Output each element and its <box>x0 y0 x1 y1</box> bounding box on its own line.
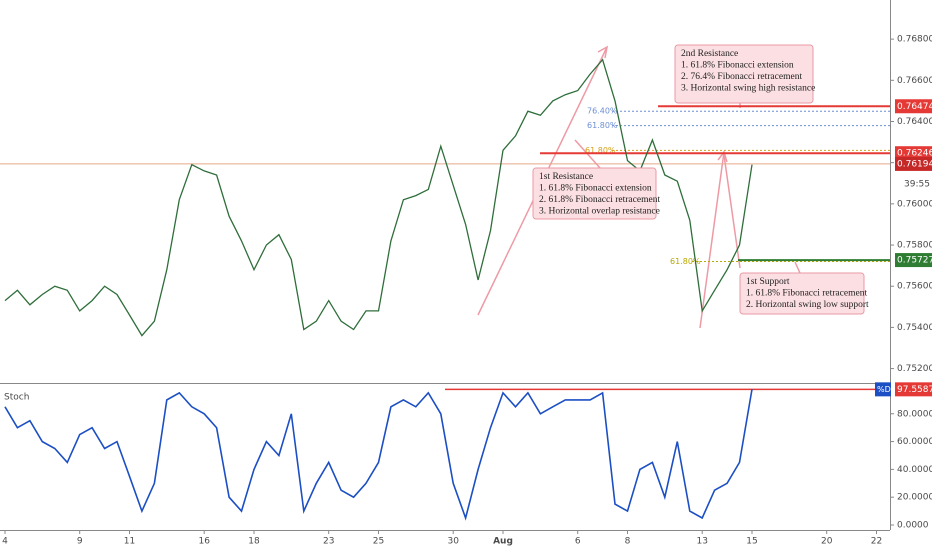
x-tick-label: 18 <box>248 537 260 547</box>
arrow-head <box>717 150 728 163</box>
x-tick-label: 25 <box>373 537 384 547</box>
fib-label: 76.40% <box>587 107 618 116</box>
stoch-value-tag <box>895 382 932 397</box>
y-tick-label: 0.75800 <box>897 241 932 251</box>
y-tick-label: 0.75400 <box>897 323 932 333</box>
annotation-line: 1. 61.8% Fibonacci extension <box>681 61 794 71</box>
annotation-line: 3. Horizontal swing high resistance <box>681 84 815 94</box>
fib-label: 61.80% <box>587 121 618 130</box>
level-tag-label: 0.76474 <box>897 102 932 112</box>
x-tick-label: 16 <box>198 537 210 547</box>
y-tick-label: 60.0000 <box>897 437 932 447</box>
annotation-line: 1st Support <box>746 277 790 287</box>
y-tick-label: 80.0000 <box>897 409 932 419</box>
y-tick-label: 0.0000 <box>897 520 929 530</box>
y-tick-label: 0.76600 <box>897 76 932 86</box>
x-tick-label: 13 <box>696 537 707 547</box>
annotation-line: 2. 61.8% Fibonacci retracement <box>539 195 660 205</box>
x-tick-label: 9 <box>77 537 83 547</box>
level-tag <box>895 146 932 161</box>
annotation-box <box>532 167 657 220</box>
annotation: 1st Support 1. 61.8% Fibonacci retracemen… <box>739 272 869 315</box>
y-tick-label: 0.76800 <box>897 35 932 45</box>
x-tick-label: 8 <box>625 537 631 547</box>
stoch-value-label: 97.5587 <box>897 385 932 395</box>
y-tick-label: 0.76400 <box>897 117 932 127</box>
level-tag <box>895 253 932 268</box>
annotation-line: 1. 61.8% Fibonacci retracement <box>746 289 867 299</box>
x-tick-label: 22 <box>871 537 882 547</box>
y-tick-label: 20.0000 <box>897 493 932 503</box>
annotation-line: 3. Horizontal overlap resistance <box>539 207 660 217</box>
annotation-line: 1. 61.8% Fibonacci extension <box>539 184 652 194</box>
x-tick-label: Aug <box>493 537 513 547</box>
annotation-box <box>674 44 814 104</box>
pointer <box>794 261 801 274</box>
x-tick-label: 23 <box>323 537 334 547</box>
level-tag-label: 0.76246 <box>897 149 932 159</box>
annotation-box <box>739 272 865 315</box>
x-tick-label: 20 <box>821 537 833 547</box>
last-price-label: 0.76194 <box>897 159 932 169</box>
stoch-title: Stoch <box>4 393 29 403</box>
level-tag-label: 0.75727 <box>897 256 932 266</box>
arrow-head <box>597 45 609 59</box>
price-line <box>4 58 753 337</box>
arrow <box>699 151 725 329</box>
y-tick-label: 0.75200 <box>897 364 932 374</box>
stoch-line <box>4 389 753 521</box>
last-price-tag <box>895 156 932 171</box>
x-tick-label: 30 <box>447 537 459 547</box>
fib-label: 61.80% <box>670 257 701 266</box>
annotation-line: 2nd Resistance <box>681 49 738 59</box>
annotation-line: 1st Resistance <box>539 172 593 182</box>
annotation: 2nd Resistance 1. 61.8% Fibonacci extensi… <box>674 44 815 104</box>
y-tick-label: 0.76000 <box>897 199 932 209</box>
y-tick-label: 0.75600 <box>897 282 932 292</box>
x-tick-label: 15 <box>746 537 757 547</box>
fib-label: 61.80% <box>585 146 616 155</box>
series-name: %D <box>877 385 891 394</box>
countdown: 39:55 <box>904 179 930 189</box>
level-tag <box>895 99 932 114</box>
y-tick-label: 40.0000 <box>897 465 932 475</box>
annotation-line: 2. 76.4% Fibonacci retracement <box>681 72 802 82</box>
x-tick-label: 6 <box>575 537 581 547</box>
annotation-line: 2. Horizontal swing low support <box>746 300 869 310</box>
x-tick-label: 11 <box>124 537 135 547</box>
series-tag <box>875 382 891 397</box>
x-tick-label: 4 <box>2 537 8 547</box>
annotation: 1st Resistance 1. 61.8% Fibonacci extensi… <box>532 167 660 220</box>
